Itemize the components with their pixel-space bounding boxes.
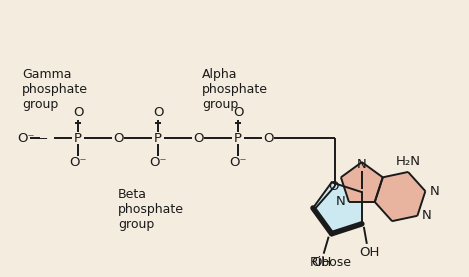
Text: N: N — [357, 158, 367, 171]
Text: O⁻—: O⁻— — [17, 132, 48, 145]
Text: O: O — [328, 180, 339, 193]
Text: O: O — [263, 132, 273, 145]
Text: P: P — [234, 132, 242, 145]
Text: O: O — [233, 106, 243, 119]
Text: O: O — [193, 132, 203, 145]
Text: N: N — [430, 185, 439, 198]
Text: N: N — [422, 209, 431, 222]
Text: Gamma
phosphate
group: Gamma phosphate group — [22, 68, 88, 111]
Text: H₂N: H₂N — [395, 155, 421, 168]
Text: OH: OH — [311, 256, 332, 269]
Polygon shape — [313, 182, 362, 234]
Text: P: P — [154, 132, 162, 145]
Text: O: O — [153, 106, 163, 119]
Text: Alpha
phosphate
group: Alpha phosphate group — [202, 68, 268, 111]
Text: O: O — [73, 106, 83, 119]
Text: Beta
phosphate
group: Beta phosphate group — [118, 188, 184, 231]
Text: O⁻: O⁻ — [69, 157, 87, 170]
Text: O⁻: O⁻ — [229, 157, 247, 170]
Polygon shape — [375, 172, 425, 221]
Text: P: P — [74, 132, 82, 145]
Text: N: N — [336, 196, 346, 208]
Text: O: O — [113, 132, 123, 145]
Text: OH: OH — [360, 246, 380, 259]
Text: O⁻: O⁻ — [149, 157, 167, 170]
Polygon shape — [341, 162, 383, 202]
Text: Ribose: Ribose — [310, 257, 352, 270]
